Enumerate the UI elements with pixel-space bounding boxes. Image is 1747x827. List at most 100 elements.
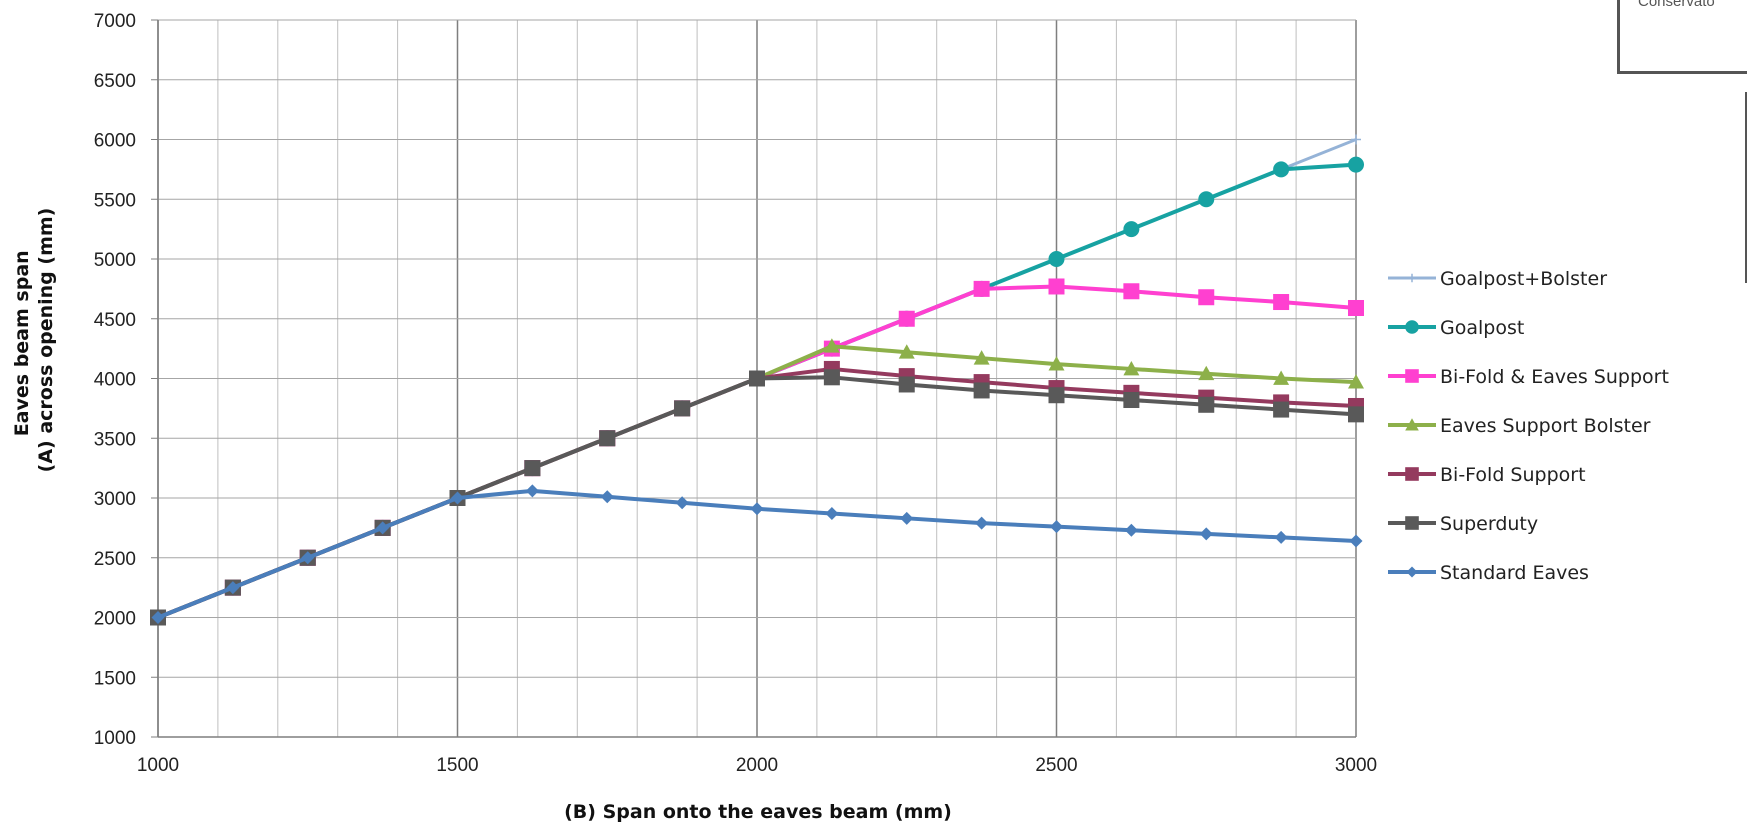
data-point (1348, 374, 1364, 389)
data-point (1123, 360, 1140, 376)
data-point (1048, 251, 1065, 267)
x-tick-label: 1000 (137, 755, 179, 776)
y-tick-label: 6500 (94, 71, 136, 92)
series-layer (150, 134, 1364, 626)
legend-item: Eaves Support Bolster (1388, 415, 1651, 437)
data-point (1123, 392, 1140, 409)
legend-item: Standard Eaves (1388, 562, 1589, 584)
data-point (1405, 467, 1419, 481)
data-point (675, 496, 689, 510)
data-point (451, 491, 464, 505)
y-tick-label: 2500 (94, 549, 136, 570)
series-standard-eaves (151, 484, 1363, 624)
data-point (1048, 356, 1065, 371)
data-point (301, 551, 315, 565)
x-tick-labels: 1000 1500 2000 2500 3000 (137, 755, 1377, 776)
data-point (898, 310, 915, 327)
data-point (1199, 527, 1213, 541)
legend-label: Bi-Fold & Eaves Support (1440, 366, 1669, 388)
data-point (900, 511, 914, 525)
data-point (1050, 520, 1063, 534)
data-point (750, 502, 764, 516)
data-point (1273, 294, 1290, 311)
y-tick-label: 3500 (94, 429, 136, 450)
data-point (1198, 365, 1215, 381)
y-tick-label: 5500 (94, 190, 136, 211)
data-point (1351, 134, 1361, 145)
data-point (1406, 566, 1418, 578)
data-point (226, 581, 240, 595)
legend-item: Bi-Fold Support (1388, 464, 1586, 486)
data-point (524, 460, 541, 477)
y-tick-label: 7000 (94, 11, 136, 32)
legend-label: Bi-Fold Support (1440, 464, 1586, 486)
data-point (1273, 401, 1290, 418)
data-point (1348, 156, 1364, 173)
data-point (1405, 369, 1419, 383)
legend-label: Eaves Support Bolster (1440, 415, 1651, 437)
data-point (674, 400, 691, 417)
data-point (749, 370, 765, 387)
data-point (1123, 283, 1140, 300)
y-axis-title-line-1: Eaves beam span (11, 250, 33, 436)
y-tick-labels: 1000 1500 2000 2500 3000 3500 4000 4500 5000 5500… (94, 11, 158, 749)
data-point (1198, 289, 1215, 306)
y-tick-label: 2000 (94, 609, 136, 630)
legend-label: Standard Eaves (1440, 562, 1589, 584)
grid (157, 19, 1357, 738)
data-point (1405, 320, 1419, 334)
data-point (1048, 278, 1065, 295)
data-point (1198, 191, 1215, 208)
data-point (1405, 516, 1419, 530)
data-point (1123, 221, 1140, 238)
x-axis-title: (B) Span onto the eaves beam (mm) (564, 801, 952, 823)
y-axis-title-line-2: (A) across opening (mm) (35, 208, 57, 473)
data-point (973, 280, 990, 297)
top-right-annotation-box: Conservato (1617, 0, 1747, 74)
right-annotation-box (1745, 92, 1747, 283)
legend-item: Goalpost (1388, 317, 1524, 339)
y-tick-label: 3000 (94, 489, 136, 510)
data-point (973, 382, 990, 399)
x-tick-label: 2000 (736, 755, 778, 776)
data-point (1407, 273, 1417, 283)
data-point (973, 350, 990, 365)
data-point (1405, 418, 1419, 431)
x-tick-label: 2500 (1035, 755, 1077, 776)
y-tick-label: 1000 (94, 728, 136, 749)
y-tick-label: 4500 (94, 310, 136, 331)
data-point (600, 490, 614, 504)
annotation-box-text: Conservato (1638, 0, 1715, 10)
data-point (1048, 387, 1065, 404)
data-point (525, 484, 539, 498)
legend-item: Bi-Fold & Eaves Support (1388, 366, 1669, 388)
legend-label: Goalpost (1440, 317, 1524, 339)
data-point (1124, 523, 1138, 537)
data-point (1273, 161, 1290, 178)
legend: Goalpost+Bolster Goalpost Bi-Fold & Eaves … (1388, 268, 1669, 584)
x-tick-label: 3000 (1335, 755, 1377, 776)
data-point (823, 338, 840, 353)
y-tick-label: 5000 (94, 250, 136, 271)
data-point (1273, 370, 1290, 385)
legend-label: Goalpost+Bolster (1440, 268, 1607, 290)
data-point (975, 516, 989, 530)
legend-item: Superduty (1388, 513, 1538, 535)
legend-label: Superduty (1440, 513, 1538, 535)
data-point (1274, 530, 1288, 544)
data-point (1198, 396, 1215, 413)
legend-item: Goalpost+Bolster (1388, 268, 1607, 290)
data-point (1348, 299, 1364, 316)
data-point (599, 430, 616, 447)
y-tick-label: 1500 (94, 668, 136, 689)
data-point (898, 376, 915, 393)
y-tick-label: 6000 (94, 131, 136, 152)
data-point (898, 344, 915, 359)
data-point (1349, 534, 1363, 548)
x-tick-label: 1500 (436, 755, 478, 776)
data-point (151, 611, 165, 624)
y-tick-label: 4000 (94, 370, 136, 391)
data-point (823, 369, 840, 386)
data-point (1348, 406, 1364, 423)
